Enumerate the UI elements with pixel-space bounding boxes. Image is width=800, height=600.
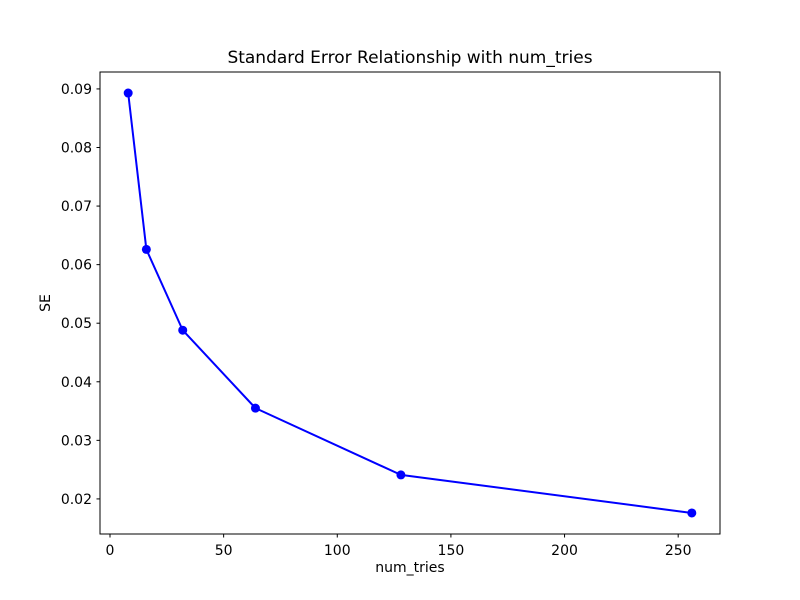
chart-title: Standard Error Relationship with num_tri… — [227, 48, 592, 68]
x-tick-label: 0 — [106, 543, 115, 559]
y-tick-label: 0.05 — [61, 316, 92, 332]
data-point-marker — [250, 403, 260, 413]
y-tick-label: 0.07 — [61, 199, 92, 215]
data-series — [123, 88, 697, 518]
data-point-marker — [687, 508, 697, 518]
data-point-marker — [123, 88, 133, 98]
x-tick-label: 200 — [551, 543, 578, 559]
y-tick-label: 0.02 — [61, 492, 92, 508]
x-tick-label: 150 — [438, 543, 465, 559]
data-point-marker — [396, 470, 406, 480]
plot-border — [99, 71, 721, 535]
x-tick-label: 250 — [665, 543, 692, 559]
y-tick-label: 0.04 — [61, 375, 92, 391]
x-axis: 0 50 100 150 200 250 — [106, 534, 692, 559]
x-tick-label: 100 — [324, 543, 351, 559]
data-point-marker — [178, 325, 188, 335]
y-tick-label: 0.08 — [61, 140, 92, 156]
series-line — [127, 92, 693, 514]
data-point-marker — [141, 244, 151, 254]
y-axis: 0.02 0.03 0.04 0.05 0.06 0.07 0.08 0.09 — [61, 82, 100, 508]
x-tick-label: 50 — [215, 543, 233, 559]
y-axis-label: SE — [38, 294, 54, 312]
y-tick-label: 0.03 — [61, 433, 92, 449]
x-axis-label: num_tries — [375, 560, 444, 576]
y-tick-label: 0.09 — [61, 82, 92, 98]
y-tick-label: 0.06 — [61, 258, 92, 274]
